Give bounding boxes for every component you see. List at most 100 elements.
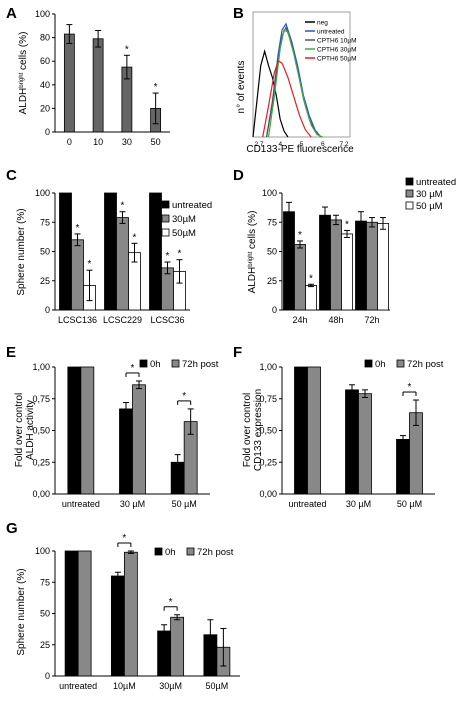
y-tick-label-g: 25 — [40, 640, 50, 650]
significance-star-e: * — [131, 363, 135, 374]
legend-swatch-e-1 — [171, 359, 180, 368]
x-tick-label-e: untreated — [62, 499, 100, 509]
significance-star-e: * — [182, 391, 186, 402]
bar-f-1-1 — [358, 393, 372, 495]
x-tick-label-e: 50 µM — [172, 499, 197, 509]
y-tick-label-a: 80 — [40, 33, 50, 43]
significance-star-a: * — [125, 44, 129, 55]
legend-swatch-e-0 — [139, 359, 148, 368]
y-axis-title-e: Fold over control — [14, 393, 25, 467]
y-tick-label-e: 0,25 — [32, 457, 50, 467]
y-tick-label-d: 75 — [267, 217, 277, 227]
histogram-series-4 — [262, 59, 312, 138]
panel-letter-b: B — [233, 5, 244, 22]
legend-swatch-f-0 — [364, 359, 373, 368]
bar-f-1-0 — [345, 389, 359, 495]
legend-label-b-0: neg — [317, 20, 328, 27]
bar-c-0-1 — [71, 239, 84, 311]
y-tick-label-e: 0,75 — [32, 394, 50, 404]
legend-swatch-d-1 — [405, 189, 414, 198]
bar-d-2-2 — [377, 223, 389, 311]
bar-d-0-0 — [283, 211, 295, 311]
panel-letter-c: C — [6, 167, 17, 184]
bar-a-0-0 — [63, 33, 75, 133]
panel-letter-g: G — [6, 520, 18, 537]
significance-star-g: * — [122, 533, 126, 544]
x-tick-label-a: 0 — [67, 137, 72, 147]
x-tick-label-d: 24h — [292, 315, 307, 325]
legend-label-b-4: CPTH6 50µM — [317, 56, 357, 63]
x-tick-label-b: 6 — [321, 141, 325, 148]
significance-star-d: * — [298, 230, 302, 241]
bar-g-2-1 — [170, 616, 185, 677]
y-axis-title-f: Fold over control — [242, 393, 253, 467]
y-tick-label-a: 0 — [45, 127, 50, 137]
x-tick-label-b: 2.7 — [254, 141, 263, 148]
legend-swatch-g-1 — [186, 547, 195, 556]
y-tick-label-f: 1,00 — [259, 362, 277, 372]
legend-label-b-3: CPTH6 30µM — [317, 47, 357, 54]
x-tick-label-f: untreated — [288, 499, 326, 509]
bar-a-1-0 — [92, 38, 104, 133]
bar-d-0-2 — [305, 285, 317, 311]
x-tick-label-d: 48h — [328, 315, 343, 325]
panel-letter-d: D — [233, 167, 244, 184]
bar-g-1-1 — [123, 551, 138, 677]
legend-label-b-2: CPTH6 10µM — [317, 38, 357, 45]
legend-swatch-c-2 — [161, 228, 170, 237]
y-tick-label-c: 25 — [40, 276, 50, 286]
x-tick-label-c: LCSC36 — [150, 315, 184, 325]
legend-swatch-c-0 — [161, 200, 170, 209]
legend-label-d-1: 30 µM — [416, 189, 443, 200]
bar-d-1-1 — [330, 219, 342, 311]
significance-star-c: * — [121, 201, 125, 212]
y-tick-label-f: 0,50 — [259, 426, 277, 436]
y-tick-label-e: 0,00 — [32, 489, 50, 499]
histogram-series-3 — [267, 28, 324, 138]
y-axis-title-b: n° of events — [236, 61, 247, 114]
legend-swatch-f-1 — [396, 359, 405, 368]
bar-e-0-0 — [67, 366, 82, 495]
bar-f-2-0 — [396, 438, 410, 495]
x-tick-label-g: 50µM — [206, 681, 229, 691]
x-tick-label-g: 30µM — [159, 681, 182, 691]
legend-label-c-1: 30µM — [172, 214, 196, 225]
bar-c-1-1 — [116, 217, 129, 311]
y-tick-label-c: 75 — [40, 217, 50, 227]
legend-label-e-0: 0h — [150, 359, 161, 370]
y-tick-label-d: 0 — [272, 305, 277, 315]
bar-c-0-0 — [59, 192, 72, 311]
legend-label-g-1: 72h post — [197, 547, 234, 558]
legend-label-g-0: 0h — [165, 547, 176, 558]
significance-star-d: * — [345, 219, 349, 230]
y-tick-label-g: 100 — [35, 546, 50, 556]
y-tick-label-a: 20 — [40, 103, 50, 113]
legend-label-f-0: 0h — [375, 359, 386, 370]
x-tick-label-e: 30 µM — [120, 499, 145, 509]
x-tick-label-b: 5 — [300, 141, 304, 148]
histogram-frame-b — [252, 11, 351, 138]
bar-e-1-1 — [132, 384, 146, 495]
y-axis-title-e-line2: ALDH activity — [25, 400, 36, 460]
bar-e-1-0 — [119, 408, 133, 495]
bar-d-1-2 — [341, 233, 353, 311]
significance-star-c: * — [178, 249, 182, 260]
bar-e-0-1 — [80, 366, 95, 495]
panel-letter-e: E — [6, 344, 16, 361]
histogram-series-1 — [265, 22, 322, 138]
x-tick-label-a: 10 — [93, 137, 103, 147]
x-tick-label-d: 72h — [364, 315, 379, 325]
significance-star-d: * — [309, 273, 313, 284]
y-tick-label-e: 1,00 — [32, 362, 50, 372]
legend-label-d-0: untreated — [416, 177, 456, 188]
legend-label-e-1: 72h post — [182, 359, 219, 370]
legend-label-d-2: 50 µM — [416, 201, 443, 212]
y-tick-label-g: 50 — [40, 609, 50, 619]
y-tick-label-f: 0,00 — [259, 489, 277, 499]
bar-f-0-0 — [294, 366, 308, 495]
significance-star-c: * — [88, 259, 92, 270]
y-tick-label-g: 0 — [45, 671, 50, 681]
significance-star-g: * — [169, 597, 173, 608]
y-tick-label-c: 50 — [40, 247, 50, 257]
